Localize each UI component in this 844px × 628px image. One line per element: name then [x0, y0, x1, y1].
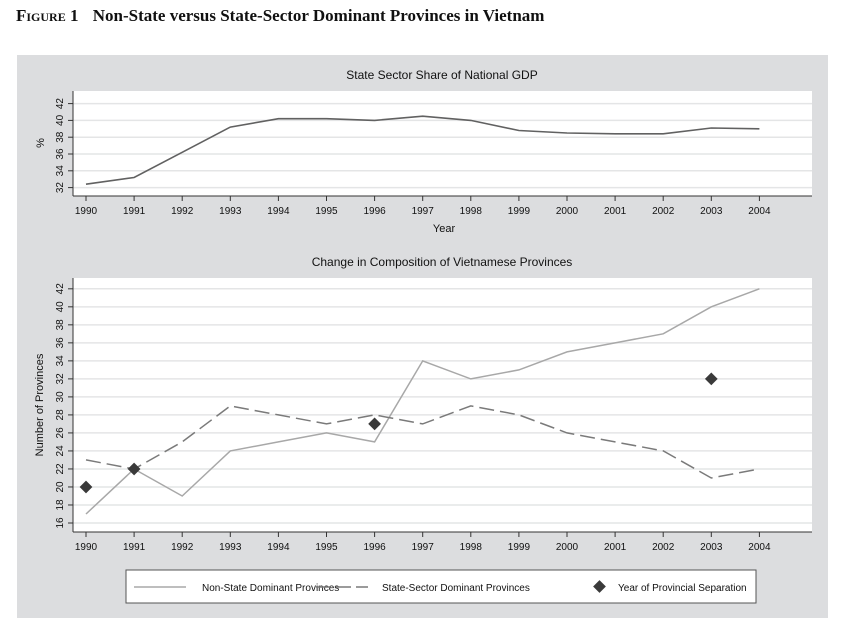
provinces-x-tick-label: 1993: [219, 542, 242, 553]
provinces-y-axis-label: Number of Provinces: [34, 353, 46, 456]
provinces-y-tick-label: 16: [55, 517, 66, 529]
gdp-y-axis-label: %: [35, 138, 47, 148]
legend: Non-State Dominant Provinces State-Secto…: [125, 569, 757, 604]
gdp-x-tick-label: 2001: [604, 206, 627, 217]
gdp-x-axis: 1990 1991 1992 1993 1994 1995 1996 1997 1998 1999…: [73, 195, 812, 217]
provinces-x-tick-label: 2004: [748, 542, 771, 553]
gdp-x-tick-label: 2003: [700, 206, 723, 217]
provinces-x-tick-label: 1995: [315, 542, 338, 553]
gdp-share-chart: State Sector Share of National GDP 32343…: [35, 68, 812, 235]
provinces-y-tick-label: 32: [55, 373, 66, 385]
provinces-plot-area: [73, 278, 812, 532]
gdp-x-tick-label: 1990: [75, 206, 98, 217]
gdp-y-tick-label: 40: [55, 114, 66, 126]
provinces-x-tick-label: 2002: [652, 542, 675, 553]
gdp-x-tick-label: 1992: [171, 206, 194, 217]
gdp-x-tick-label: 2002: [652, 206, 675, 217]
provinces-y-tick-label: 34: [55, 355, 66, 367]
gdp-y-tick-label: 42: [55, 98, 66, 110]
gdp-x-tick-label: 2004: [748, 206, 771, 217]
legend-state-label: State-Sector Dominant Provinces: [382, 583, 530, 594]
gdp-y-tick-label: 32: [55, 182, 66, 194]
gdp-x-tick-label: 1997: [412, 206, 435, 217]
figure-label: Figure 1: [16, 6, 79, 25]
provinces-chart: Change in Composition of Vietnamese Prov…: [34, 255, 812, 553]
provinces-y-tick-label: 36: [55, 337, 66, 349]
provinces-y-tick-label: 20: [55, 481, 66, 493]
provinces-x-tick-label: 1990: [75, 542, 98, 553]
gdp-gridlines: [73, 102, 812, 189]
gdp-plot-area: [73, 91, 812, 196]
provinces-x-tick-label: 2001: [604, 542, 627, 553]
state-sector-line: [85, 405, 760, 479]
provinces-y-tick-label: 38: [55, 319, 66, 331]
provinces-chart-title: Change in Composition of Vietnamese Prov…: [312, 255, 573, 269]
non-state-line: [85, 288, 760, 515]
provinces-y-tick-label: 28: [55, 409, 66, 421]
figure-title: Figure 1 Non-State versus State-Sector D…: [16, 6, 544, 26]
gdp-x-tick-label: 1991: [123, 206, 146, 217]
provinces-x-tick-label: 1994: [267, 542, 290, 553]
provinces-y-tick-label: 30: [55, 391, 66, 403]
provinces-y-tick-label: 40: [55, 301, 66, 313]
provinces-x-tick-label: 2003: [700, 542, 723, 553]
gdp-x-axis-label: Year: [433, 223, 456, 235]
provinces-x-tick-label: 1992: [171, 542, 194, 553]
provinces-x-tick-label: 1996: [363, 542, 386, 553]
legend-box: [125, 569, 757, 604]
gdp-y-axis: 32 34 36 38 40 42: [55, 91, 74, 196]
gdp-x-tick-label: 1993: [219, 206, 242, 217]
gdp-y-tick-label: 38: [55, 131, 66, 143]
provinces-y-tick-label: 42: [55, 283, 66, 295]
gdp-share-line: [85, 115, 760, 185]
provinces-x-axis: 1990 1991 1992 1993 1994 1995 1996 1997 1998 1999…: [73, 531, 812, 553]
provinces-x-tick-label: 1997: [412, 542, 435, 553]
provinces-x-tick-label: 1991: [123, 542, 146, 553]
separation-marker: [127, 462, 141, 476]
gdp-chart-title: State Sector Share of National GDP: [346, 68, 537, 82]
separation-marker: [79, 480, 93, 494]
provinces-gridlines: [73, 288, 812, 524]
provinces-x-tick-label: 1999: [508, 542, 531, 553]
gdp-x-tick-label: 1994: [267, 206, 290, 217]
provinces-y-tick-label: 26: [55, 427, 66, 439]
gdp-x-tick-label: 1999: [508, 206, 531, 217]
provinces-y-tick-label: 18: [55, 499, 66, 511]
legend-non-state-label: Non-State Dominant Provinces: [202, 583, 339, 594]
gdp-x-tick-label: 1996: [363, 206, 386, 217]
provinces-series: [85, 288, 760, 515]
gdp-x-tick-label: 2000: [556, 206, 579, 217]
legend-marker-label: Year of Provincial Separation: [618, 583, 747, 594]
provinces-y-tick-label: 22: [55, 463, 66, 475]
separation-marker: [368, 417, 381, 431]
gdp-x-tick-label: 1995: [315, 206, 338, 217]
provinces-y-tick-label: 24: [55, 445, 66, 457]
provinces-x-tick-label: 1998: [460, 542, 483, 553]
gdp-y-tick-label: 34: [55, 165, 66, 177]
provinces-x-tick-label: 2000: [556, 542, 579, 553]
gdp-x-tick-label: 1998: [460, 206, 483, 217]
gdp-series: [85, 115, 760, 185]
provinces-y-axis: 16 18 20 22 24 26 28 30 32 34 36 38 40 42: [55, 278, 74, 532]
gdp-y-tick-label: 36: [55, 148, 66, 160]
figure-title-text: Non-State versus State-Sector Dominant P…: [92, 6, 545, 25]
